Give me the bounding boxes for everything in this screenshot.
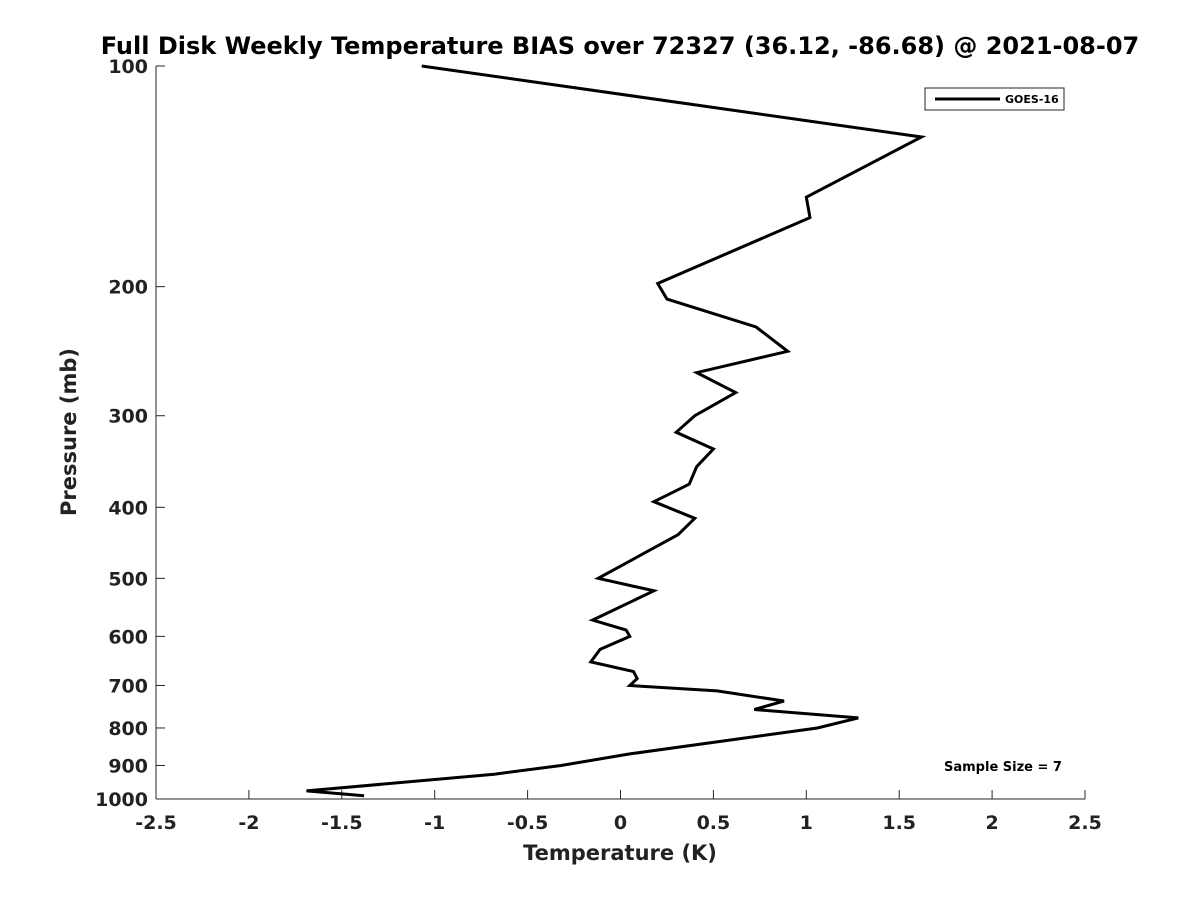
x-tick-label: 2.5	[1068, 812, 1102, 834]
x-tick-label: -1	[424, 812, 445, 834]
x-tick-label: -2	[238, 812, 259, 834]
y-tick-label: 600	[108, 626, 148, 648]
x-tick-label: 1	[800, 812, 813, 834]
y-tick-label: 100	[108, 56, 148, 78]
y-axis-label: Pressure (mb)	[57, 348, 81, 516]
y-tick-label: 200	[108, 277, 148, 299]
sample-size-annotation: Sample Size = 7	[944, 760, 1062, 775]
x-tick-group: -2.5 -2 -1.5 -1 -0.5 0 0.5 1 1.5 2 2.5	[135, 790, 1102, 834]
x-tick-label: 0.5	[697, 812, 731, 834]
y-tick-label: 400	[108, 497, 148, 519]
legend: GOES-16	[924, 87, 1065, 111]
y-tick-label: 700	[108, 675, 148, 697]
x-axis-label: Temperature (K)	[523, 841, 717, 865]
y-tick-label: 1000	[95, 789, 148, 811]
y-tick-label: 900	[108, 755, 148, 777]
y-tick-group: 100 200 300 400 500 600 700 800 900 1000	[95, 56, 165, 811]
x-tick-label: 0	[614, 812, 627, 834]
series-layer	[306, 64, 927, 798]
series-line-goes-16	[306, 64, 927, 798]
chart-title: Full Disk Weekly Temperature BIAS over 7…	[101, 32, 1140, 60]
x-tick-label: -0.5	[507, 812, 549, 834]
y-tick-label: 500	[108, 568, 148, 590]
y-tick-label: 800	[108, 718, 148, 740]
x-tick-label: -2.5	[135, 812, 177, 834]
x-tick-label: 2	[985, 812, 998, 834]
y-tick-label: 300	[108, 406, 148, 428]
x-tick-label: -1.5	[321, 812, 363, 834]
legend-label-goes-16: GOES-16	[1005, 93, 1059, 106]
x-tick-label: 1.5	[882, 812, 916, 834]
